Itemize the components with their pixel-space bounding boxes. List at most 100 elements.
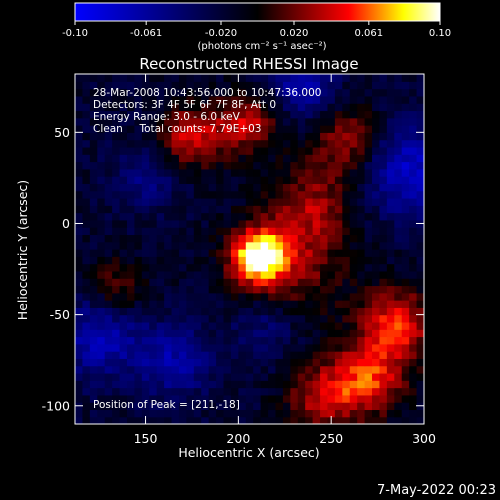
heatmap-cell [230, 74, 239, 82]
heatmap-cell [297, 227, 306, 236]
heatmap-cell [416, 409, 424, 418]
heatmap-cell [178, 227, 187, 236]
heatmap-cell [282, 154, 291, 163]
heatmap-cell [334, 168, 343, 177]
heatmap-cell [89, 81, 98, 90]
heatmap-cell [156, 372, 165, 381]
heatmap-cell [394, 176, 403, 184]
heatmap-cell [282, 372, 291, 381]
heatmap-cell [253, 394, 262, 403]
heatmap-cell [409, 336, 418, 345]
plot-frame [74, 73, 425, 425]
heatmap-cell [223, 234, 232, 243]
heatmap-cell [104, 256, 113, 265]
heatmap-cell [357, 329, 366, 338]
heatmap-cell [260, 380, 269, 389]
heatmap-cell [327, 372, 336, 381]
heatmap-cell [89, 176, 98, 184]
heatmap-cell [349, 314, 358, 323]
heatmap-cell [401, 241, 410, 250]
heatmap-cell [379, 183, 388, 192]
heatmap-cell [156, 125, 165, 133]
heatmap-cell [297, 205, 306, 214]
heatmap-cell [364, 416, 373, 424]
heatmap-cell [112, 300, 121, 308]
heatmap-cell [178, 372, 187, 381]
heatmap-cell [104, 292, 113, 301]
heatmap-cell [149, 300, 158, 308]
heatmap-cell [401, 132, 410, 141]
heatmap-cell [126, 95, 136, 104]
heatmap-cell [186, 139, 195, 148]
heatmap-cell [416, 103, 424, 112]
heatmap-cell [290, 139, 299, 148]
heatmap-cell [186, 387, 195, 396]
heatmap-cell [201, 351, 210, 359]
heatmap-cell [156, 358, 165, 367]
annotation-detectors: Detectors: 3F 4F 5F 6F 7F 8F, Att 0 [93, 99, 276, 111]
heatmap-cell [372, 95, 381, 104]
heatmap-cell [275, 117, 284, 126]
heatmap-cell [305, 314, 314, 323]
heatmap-cell [394, 358, 403, 367]
heatmap-cell [357, 336, 366, 345]
heatmap-cell [75, 278, 84, 287]
heatmap-cell [238, 336, 247, 345]
heatmap-cell [216, 278, 225, 287]
heatmap-cell [164, 263, 173, 272]
heatmap-cell [275, 321, 284, 330]
heatmap-cell [320, 183, 329, 192]
heatmap-cell [357, 154, 366, 163]
heatmap-cell [126, 154, 136, 163]
heatmap-cell [149, 219, 158, 228]
heatmap-cell [409, 197, 418, 206]
heatmap-cell [201, 190, 210, 199]
heatmap-cell [282, 103, 291, 112]
heatmap-cell [208, 190, 217, 199]
heatmap-cell [164, 365, 173, 374]
heatmap-cell [97, 183, 106, 192]
heatmap-cell [104, 300, 113, 308]
heatmap-cell [260, 365, 269, 374]
heatmap-cell [82, 300, 91, 308]
heatmap-cell [305, 380, 314, 389]
heatmap-cell [357, 263, 366, 272]
heatmap-cell [238, 314, 247, 323]
heatmap-cell [282, 219, 291, 228]
heatmap-cell [416, 321, 424, 330]
heatmap-cell [245, 74, 254, 82]
heatmap-cell [394, 278, 403, 287]
heatmap-cell [327, 168, 336, 177]
heatmap-cell [379, 132, 388, 141]
heatmap-cell [193, 292, 202, 301]
heatmap-cell [409, 321, 418, 330]
heatmap-cell [238, 95, 247, 104]
heatmap-cell [290, 161, 299, 170]
heatmap-cell [268, 176, 277, 184]
heatmap-cell [364, 380, 373, 389]
heatmap-cell [208, 307, 217, 316]
heatmap-cell [82, 125, 91, 133]
heatmap-cell [216, 285, 225, 294]
heatmap-cell [104, 241, 113, 250]
heatmap-cell [134, 168, 143, 177]
heatmap-cell [230, 125, 239, 133]
heatmap-cell [320, 285, 329, 294]
heatmap-cell [178, 278, 187, 287]
heatmap-cell [216, 394, 225, 403]
heatmap-cell [119, 88, 128, 97]
heatmap-cell [282, 212, 291, 221]
heatmap-cell [260, 307, 269, 316]
heatmap-cell [119, 241, 128, 250]
heatmap-cell [379, 146, 388, 155]
heatmap-cell [282, 358, 291, 367]
heatmap-cell [275, 74, 284, 82]
heatmap-cell [268, 329, 277, 338]
heatmap-cell [141, 161, 150, 170]
heatmap-cell [297, 161, 306, 170]
heatmap-cell [357, 416, 366, 424]
heatmap-cell [379, 74, 388, 82]
heatmap-cell [141, 387, 150, 396]
heatmap-cell [416, 336, 424, 345]
heatmap-cell [305, 249, 314, 257]
